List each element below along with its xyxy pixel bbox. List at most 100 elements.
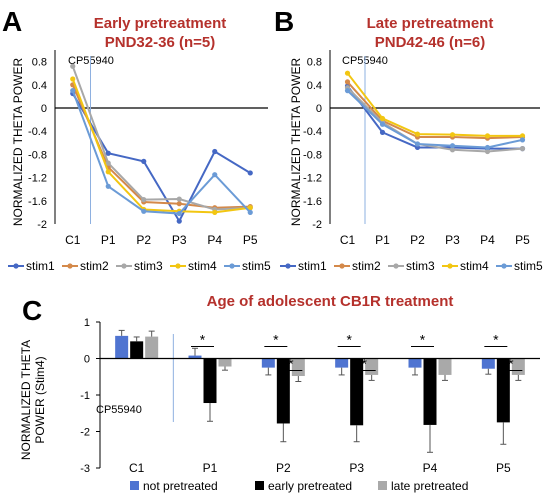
y-tick-label: 0 [41,103,47,115]
y-tick-label: -0.4 [28,126,47,138]
bar-late-pretreated-P1 [218,358,232,367]
y-tick-label: 0.8 [307,57,322,69]
data-point-stim5 [379,121,386,127]
legend-marker-stim2 [339,263,345,269]
bar-early-pretreated-C1 [130,341,144,359]
series-line-stim5 [71,90,251,215]
panel-a-title: Early pretreatment [94,15,227,32]
panel-b-plot: 0.8 0.4 0 -0.4 -0.8 -1.2 -1.6 -2 C1 P1 P2 P3 P4 P5 sti… [280,50,543,273]
significance-marker: * [200,332,206,348]
legend-swatch-early-pretreated [255,481,264,490]
data-point-stim3 [141,197,147,203]
y-tick-label: -1.2 [303,173,322,185]
series-line-stim1 [346,85,523,150]
bar-not-pretreated-P5 [481,358,495,369]
bar-early-pretreated-P5 [496,358,510,423]
data-point-stim4 [414,131,421,137]
bar-not-pretreated-C1 [115,335,129,359]
data-point-stim5 [105,183,111,189]
y-tick-label: -1.2 [28,173,47,185]
panel-letter-b: B [274,6,294,37]
panel-b-ylabel: NORMALIZED THETA POWER [289,58,303,227]
x-tick-label: P5 [496,461,511,475]
data-point-stim3 [449,147,456,153]
data-point-stim4 [344,70,351,76]
significance-marker: * [361,356,367,372]
legend-label-stim4: stim4 [460,259,489,273]
significance-marker: * [420,332,426,348]
x-tick-label: P1 [375,233,390,247]
legend-marker-stim3 [393,263,399,269]
significance-marker: * [346,332,352,348]
panel-letter-a: A [2,6,22,37]
legend-label-stim4: stim4 [188,259,217,273]
legend-marker-stim1 [13,263,19,269]
series-line-stim3 [71,65,251,211]
panel-letter-c: C [22,295,42,326]
x-tick-label: C1 [129,461,145,475]
data-point-stim1 [141,158,147,164]
panel-a-subtitle: PND32-36 (n=5) [105,34,215,51]
y-tick-label: -2 [80,427,90,439]
significance-marker: * [273,332,279,348]
legend-swatch-late-pretreated [378,481,387,490]
legend-marker-stim1 [285,263,291,269]
y-tick-label: 1 [84,317,90,329]
legend-label-late-pretreated: late pretreated [391,479,468,493]
series-line-stim4 [346,72,523,137]
data-point-stim1 [176,218,182,224]
legend-swatch-not-pretreated [130,481,139,490]
series-line-stim4 [71,78,251,214]
panel-c-annotation: CP55940 [96,404,142,416]
x-tick-label: P4 [480,233,495,247]
x-tick-label: P3 [172,233,187,247]
y-tick-label: 0.8 [32,57,47,69]
series-line-stim1 [71,92,251,224]
significance-marker: * [288,356,294,372]
bar-not-pretreated-P3 [335,358,349,368]
data-point-stim4 [484,133,491,139]
panel-c-title: Age of adolescent CB1R treatment [207,293,454,310]
data-point-stim5 [141,208,147,214]
bar-early-pretreated-P4 [423,358,437,425]
bar-not-pretreated-P4 [408,358,422,368]
data-point-stim5 [212,172,218,178]
legend-marker-stim4 [175,263,181,269]
x-tick-label: P1 [101,233,116,247]
significance-marker: * [493,332,499,348]
data-point-stim5 [519,137,526,143]
data-point-stim4 [247,205,253,211]
legend-marker-stim5 [501,263,507,269]
bar-late-pretreated-P5 [511,358,525,375]
significance-marker: * [508,356,514,372]
legend-label-early-pretreated: early pretreated [268,479,352,493]
data-point-stim4 [105,169,111,175]
y-tick-label: -0.4 [303,126,322,138]
bar-late-pretreated-C1 [145,336,159,359]
data-point-stim5 [344,88,351,94]
data-point-stim4 [70,76,76,82]
legend-label-stim2: stim2 [352,259,381,273]
legend-label-stim5: stim5 [514,259,543,273]
legend-label-stim1: stim1 [26,259,55,273]
series-line-stim2 [71,84,251,209]
y-tick-label: -1.6 [28,196,47,208]
data-point-stim3 [70,63,76,69]
series-line-stim2 [346,81,523,140]
bar-early-pretreated-P2 [276,358,290,424]
data-point-stim1 [247,170,253,176]
data-point-stim5 [247,209,253,215]
x-tick-label: C1 [65,233,81,247]
bar-not-pretreated-P2 [261,358,275,368]
x-tick-label: P5 [515,233,530,247]
series-line-stim5 [346,89,523,149]
bar-early-pretreated-P3 [350,358,364,426]
data-point-stim5 [449,143,456,149]
y-tick-label: -2 [312,219,322,231]
bar-not-pretreated-P1 [188,355,202,359]
series-line-stim3 [346,86,523,153]
x-tick-label: P4 [423,461,438,475]
data-point-stim5 [176,210,182,217]
data-point-stim1 [379,129,386,135]
data-point-stim4 [519,133,526,139]
